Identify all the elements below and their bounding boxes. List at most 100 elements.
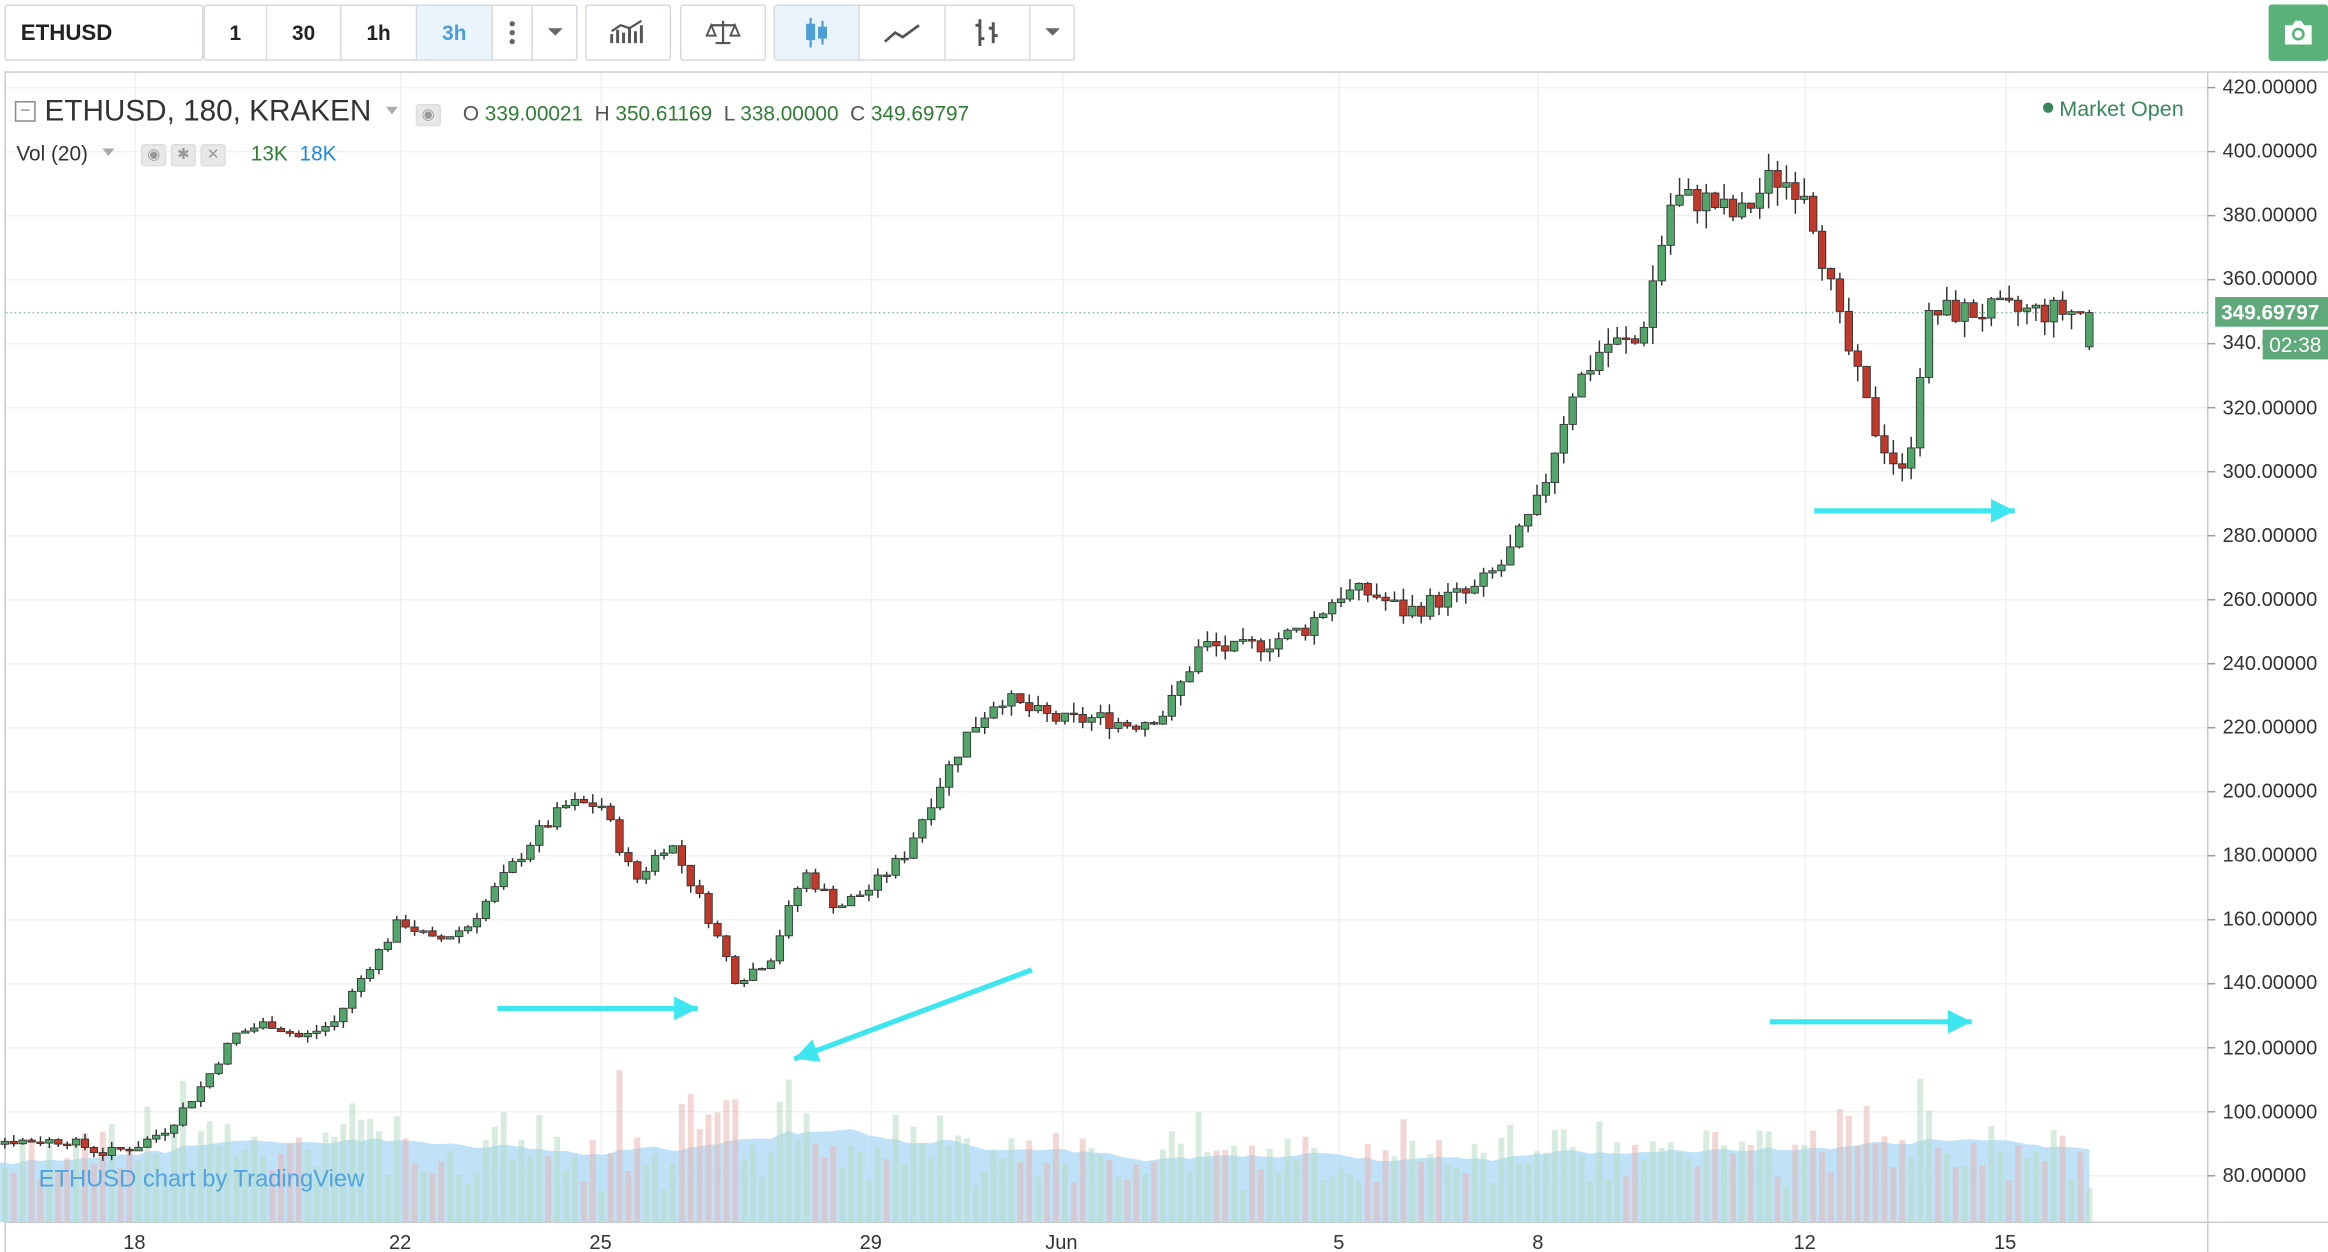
chart-pane[interactable]: [4, 71, 2328, 1252]
volume-close-icon[interactable]: ✕: [200, 143, 226, 167]
candle-body: [1996, 297, 2005, 301]
time-tick-label: 29: [859, 1231, 882, 1252]
indicators-icon[interactable]: [586, 6, 669, 59]
price-tick-label: 220.00000: [2222, 715, 2318, 739]
candle-body: [161, 1132, 170, 1136]
volume-bar: [999, 1157, 1006, 1223]
volume-bar: [1569, 1147, 1576, 1223]
volume-bar: [687, 1094, 694, 1223]
volume-bar: [1453, 1168, 1460, 1223]
high-label: H: [594, 100, 610, 125]
volume-bar: [1979, 1165, 1986, 1223]
volume-settings-icon[interactable]: ✱: [170, 143, 197, 167]
close-value: 349.69797: [870, 100, 970, 125]
camera-icon[interactable]: [2268, 4, 2328, 61]
candles-icon[interactable]: [775, 5, 860, 60]
eye-icon[interactable]: ◉: [415, 103, 441, 126]
volume-bar: [1044, 1162, 1051, 1223]
interval-30[interactable]: 30: [267, 5, 342, 60]
candle-body: [642, 870, 651, 880]
high-value: 350.61169: [615, 100, 713, 125]
candle-body: [1247, 639, 1257, 642]
volume-bar: [55, 1170, 62, 1223]
volume-bar: [901, 1164, 908, 1223]
volume-bar: [349, 1103, 356, 1223]
volume-bar: [1738, 1141, 1745, 1223]
candle-body: [1497, 564, 1506, 572]
volume-bar: [2086, 1188, 2093, 1223]
interval-dropdown-icon[interactable]: [533, 6, 576, 59]
symbol-search[interactable]: ETHUSD: [4, 4, 204, 61]
candle-body: [312, 1030, 321, 1034]
volume-bar: [2059, 1135, 2066, 1223]
volume-bar: [750, 1144, 757, 1223]
chart-style-dropdown-icon[interactable]: [1030, 6, 1073, 59]
volume-bar: [162, 1173, 169, 1223]
volume-eye-icon[interactable]: ◉: [141, 143, 167, 167]
candle-body: [1684, 189, 1693, 196]
candle-body: [1114, 722, 1123, 729]
collapse-icon[interactable]: −: [14, 101, 36, 123]
scales-icon[interactable]: [681, 6, 764, 59]
volume-bar: [500, 1112, 507, 1223]
candle-body: [2049, 299, 2058, 323]
candle-body: [27, 1139, 36, 1143]
candle-body: [740, 980, 749, 985]
candle-body: [1042, 705, 1052, 714]
candle-body: [107, 1146, 116, 1156]
compare-button[interactable]: [679, 4, 767, 61]
volume-bar: [197, 1131, 204, 1223]
volume-bar: [518, 1139, 525, 1223]
volume-bar: [1498, 1137, 1505, 1223]
candle-body: [232, 1032, 241, 1044]
candle-body: [2058, 299, 2067, 315]
area-chart-icon[interactable]: [860, 5, 946, 60]
volume-bar: [545, 1156, 552, 1223]
volume-bar: [10, 1172, 17, 1223]
volume-bar: [1436, 1140, 1443, 1223]
volume-dropdown-icon[interactable]: [102, 148, 115, 156]
interval-1[interactable]: 1: [205, 5, 268, 60]
candle-body: [1372, 594, 1381, 598]
volume-bar: [19, 1138, 26, 1223]
candle-body: [1149, 722, 1159, 725]
candle-body: [330, 1021, 339, 1027]
candle-body: [472, 918, 482, 928]
candle-body: [1648, 280, 1657, 328]
candle-body: [2004, 297, 2014, 301]
interval-3h[interactable]: 3h: [417, 5, 493, 60]
volume-bar: [447, 1150, 454, 1223]
price-tick-label: 320.00000: [2222, 395, 2318, 419]
candle-body: [1301, 627, 1310, 636]
candle-body: [1666, 204, 1675, 246]
price-tick-label: 360.00000: [2222, 267, 2318, 291]
candle-body: [944, 764, 954, 788]
volume-bar: [2068, 1179, 2075, 1223]
interval-1h[interactable]: 1h: [341, 5, 418, 60]
candle-body: [659, 852, 669, 856]
volume-bar: [1061, 1164, 1068, 1223]
market-status: Market Open: [2042, 98, 2184, 122]
indicators-button[interactable]: [584, 4, 672, 61]
candle-body: [2022, 307, 2032, 312]
candle-body: [1960, 302, 1969, 322]
volume-bar: [153, 1153, 160, 1223]
candle-body: [846, 895, 856, 907]
bars-icon[interactable]: [946, 5, 1031, 60]
symbol-input[interactable]: ETHUSD: [20, 20, 113, 46]
volume-bar: [883, 1159, 890, 1223]
candle-body: [909, 837, 918, 859]
candle-body: [45, 1139, 54, 1144]
volume-bar: [1658, 1147, 1665, 1223]
candle-body: [205, 1073, 214, 1088]
volume-bar: [1346, 1173, 1353, 1223]
price-tick-label: 200.00000: [2222, 779, 2318, 803]
volume-bar: [767, 1152, 774, 1223]
more-vertical-icon[interactable]: [493, 5, 534, 60]
volume-bar: [625, 1171, 632, 1223]
volume-bar: [1934, 1147, 1941, 1223]
candle-body: [1203, 641, 1212, 648]
candle-body: [71, 1138, 81, 1146]
legend-dropdown-icon[interactable]: [385, 106, 398, 115]
